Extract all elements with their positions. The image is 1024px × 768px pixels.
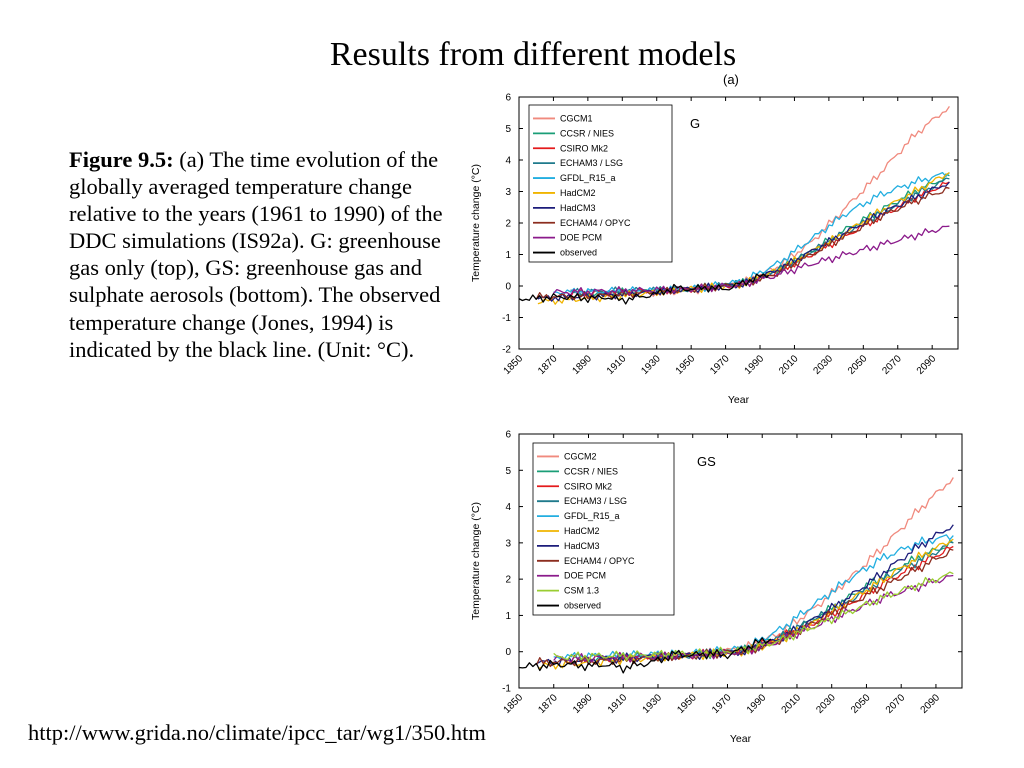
plot-frame xyxy=(518,433,963,689)
legend-label: ECHAM4 / OPYC xyxy=(564,556,635,566)
x-tick-label: 1970 xyxy=(708,353,732,377)
y-tick-label: 0 xyxy=(505,282,511,293)
legend-label: CSIRO Mk2 xyxy=(564,481,612,491)
y-tick-label: 4 xyxy=(505,502,511,513)
legend-label: HadCM2 xyxy=(560,188,596,198)
x-tick-label: 2050 xyxy=(846,353,870,377)
legend-label: CGCM2 xyxy=(564,451,597,461)
legend-label: CSIRO Mk2 xyxy=(560,143,608,153)
figure-caption-text: (a) The time evolution of the globally a… xyxy=(69,147,443,362)
x-tick-label: 1970 xyxy=(710,692,734,716)
y-tick-label: -1 xyxy=(502,313,511,324)
x-tick-label: 2010 xyxy=(777,353,801,377)
x-tick-label: 2090 xyxy=(915,353,939,377)
x-tick-label: 2050 xyxy=(849,692,873,716)
x-tick-label: 1850 xyxy=(502,692,526,716)
x-axis-label: Year xyxy=(728,394,750,406)
y-tick-label: -2 xyxy=(502,345,511,356)
panel-label: GS xyxy=(697,454,716,469)
chart-panel-2: -1 0 1 2 3 4 5 6 1850 1870 1890 1910 1930 1950 1970 199… xyxy=(470,430,963,745)
y-tick-label: 2 xyxy=(505,575,511,586)
x-tick-label: 1930 xyxy=(641,692,665,716)
figure-caption-label: Figure 9.5: xyxy=(69,147,174,172)
y-axis-label: Temperature change (°C) xyxy=(470,502,482,620)
series-line xyxy=(553,574,954,663)
legend-label: ECHAM4 / OPYC xyxy=(560,218,631,228)
x-tick-label: 2070 xyxy=(880,353,904,377)
legend-label: CCSR / NIES xyxy=(564,466,618,476)
x-tick-label: 1990 xyxy=(745,692,769,716)
y-tick-label: 1 xyxy=(505,250,511,261)
chart-panel-1: (a) -2 -1 0 1 2 3 4 5 6 1850 1870 1890 1910 1930 1950 19… xyxy=(470,72,959,406)
y-tick-label: 3 xyxy=(505,187,511,198)
legend-label: DOE PCM xyxy=(564,571,606,581)
y-tick-label: 0 xyxy=(505,647,511,658)
legend-label: HadCM2 xyxy=(564,526,600,536)
chart-legend: CGCM1 CCSR / NIES CSIRO Mk2 ECHAM3 / LSG GFD… xyxy=(528,104,673,263)
series-line xyxy=(553,171,950,296)
x-axis-label: Year xyxy=(730,733,752,745)
legend-label: CSM 1.3 xyxy=(564,586,599,596)
legend-label: GFDL_R15_a xyxy=(564,511,620,521)
x-tick-label: 1910 xyxy=(605,353,629,377)
series-line xyxy=(537,181,950,302)
y-tick-label: 2 xyxy=(505,219,511,230)
legend-label: observed xyxy=(564,601,601,611)
legend-label: ECHAM3 / LSG xyxy=(564,496,627,506)
series-line xyxy=(552,225,950,296)
y-tick-label: 4 xyxy=(505,156,511,167)
x-tick-label: 1870 xyxy=(536,692,560,716)
legend-label: DOE PCM xyxy=(560,233,602,243)
figure-caption: Figure 9.5: (a) The time evolution of th… xyxy=(69,146,449,363)
x-tick-label: 2010 xyxy=(780,692,804,716)
x-tick-label: 1950 xyxy=(674,353,698,377)
x-tick-label: 2090 xyxy=(919,692,943,716)
y-tick-label: 6 xyxy=(505,93,511,104)
y-tick-label: 6 xyxy=(505,430,511,441)
y-tick-label: 5 xyxy=(505,124,511,135)
source-url[interactable]: http://www.grida.no/climate/ipcc_tar/wg1… xyxy=(28,720,486,745)
legend-label: HadCM3 xyxy=(560,203,596,213)
x-tick-label: 1910 xyxy=(606,692,630,716)
panel-label: G xyxy=(690,116,700,131)
x-tick-label: 1930 xyxy=(639,353,663,377)
legend-label: CGCM1 xyxy=(560,113,593,123)
y-tick-label: 5 xyxy=(505,466,511,477)
x-tick-label: 2030 xyxy=(814,692,838,716)
x-tick-label: 1950 xyxy=(675,692,699,716)
series-line xyxy=(553,571,954,662)
x-tick-label: 2070 xyxy=(884,692,908,716)
x-tick-label: 1850 xyxy=(502,353,526,377)
panel-tag-label: (a) xyxy=(723,72,739,87)
legend-label: ECHAM3 / LSG xyxy=(560,158,623,168)
slide-title: Results from different models xyxy=(329,36,737,73)
series-line xyxy=(518,637,772,674)
x-tick-label: 1890 xyxy=(571,692,595,716)
legend-box xyxy=(528,104,673,263)
series-line xyxy=(537,524,954,667)
y-tick-label: 3 xyxy=(505,538,511,549)
y-tick-label: 1 xyxy=(505,611,511,622)
legend-label: HadCM3 xyxy=(564,541,600,551)
series-line xyxy=(518,273,770,305)
x-tick-label: 1890 xyxy=(570,353,594,377)
legend-label: observed xyxy=(560,248,597,258)
x-tick-label: 1990 xyxy=(743,353,767,377)
x-tick-label: 2030 xyxy=(811,353,835,377)
y-tick-label: -1 xyxy=(502,684,511,695)
chart-legend: CGCM2 CCSR / NIES CSIRO Mk2 ECHAM3 / LSG GFD… xyxy=(532,442,675,616)
x-tick-label: 1870 xyxy=(536,353,560,377)
legend-label: GFDL_R15_a xyxy=(560,173,616,183)
legend-label: CCSR / NIES xyxy=(560,128,614,138)
y-axis-label: Temperature change (°C) xyxy=(470,164,482,282)
